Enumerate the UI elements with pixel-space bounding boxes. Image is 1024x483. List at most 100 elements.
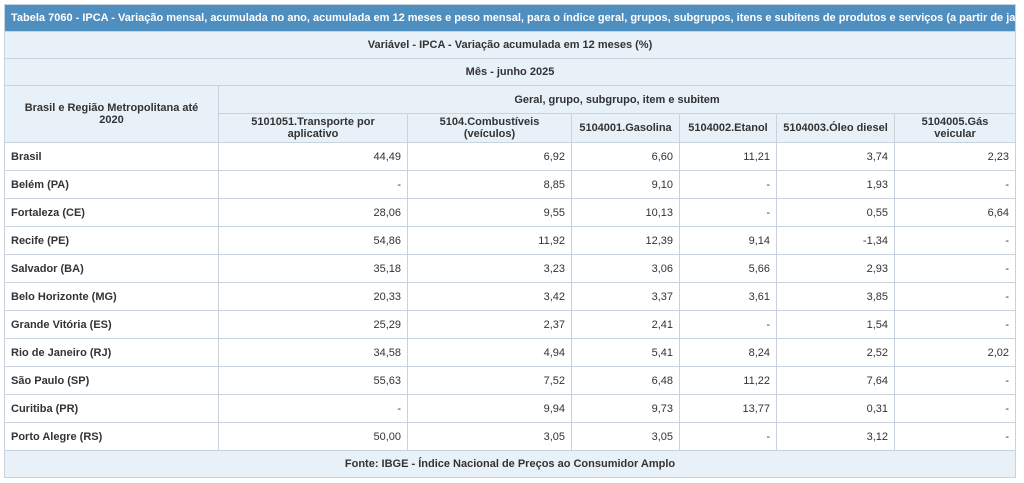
table-cell: -	[894, 282, 1016, 311]
row-label: Brasil	[4, 142, 219, 171]
table-cell: 2,23	[894, 142, 1016, 171]
row-label: Belo Horizonte (MG)	[4, 282, 219, 311]
column-header: 5104.Combustíveis (veículos)	[407, 113, 572, 143]
table-cell: -	[679, 170, 777, 199]
table-cell: 44,49	[218, 142, 408, 171]
table-cell: 11,92	[407, 226, 572, 255]
table-cell: 3,61	[679, 282, 777, 311]
table-cell: -	[894, 254, 1016, 283]
table-cell: 50,00	[218, 422, 408, 451]
table-cell: -	[679, 310, 777, 339]
ipca-table-container: Tabela 7060 - IPCA - Variação mensal, ac…	[4, 4, 1016, 478]
table-cell: 6,64	[894, 198, 1016, 227]
table-cell: -	[894, 310, 1016, 339]
table-cell: 3,23	[407, 254, 572, 283]
table-cell: 2,02	[894, 338, 1016, 367]
table-cell: 8,24	[679, 338, 777, 367]
table-row: Brasil 44,49 6,92 6,60 11,21 3,74 2,23	[4, 142, 1016, 171]
table-title: Tabela 7060 - IPCA - Variação mensal, ac…	[4, 4, 1016, 32]
row-label: Curitiba (PR)	[4, 394, 219, 423]
table-row: Porto Alegre (RS) 50,00 3,05 3,05-3,12-	[4, 422, 1016, 451]
table-cell: -	[894, 226, 1016, 255]
table-cell: -	[894, 170, 1016, 199]
table-cell: -	[894, 422, 1016, 451]
table-cell: 5,66	[679, 254, 777, 283]
row-header: Brasil e Região Metropolitana até 2020	[4, 85, 219, 143]
table-cell: 13,77	[679, 394, 777, 423]
table-row: Fortaleza (CE) 28,06 9,55 10,13-0,55 6,64	[4, 198, 1016, 227]
variable-label: Variável - IPCA - Variação acumulada em …	[4, 31, 1016, 59]
table-row: Curitiba (PR) -9,94 9,73 13,77 0,31-	[4, 394, 1016, 423]
table-row: Belém (PA) -8,85 9,10-1,93-	[4, 170, 1016, 199]
table-cell: 2,52	[776, 338, 895, 367]
source-note: Fonte: IBGE - Índice Nacional de Preços …	[4, 450, 1016, 478]
table-row: Rio de Janeiro (RJ) 34,58 4,94 5,41 8,24 2,52…	[4, 338, 1016, 367]
table-cell: -	[894, 366, 1016, 395]
table-cell: 10,13	[571, 198, 680, 227]
table-cell: 9,94	[407, 394, 572, 423]
ipca-table: Tabela 7060 - IPCA - Variação mensal, ac…	[4, 4, 1016, 478]
column-header: 5104001.Gasolina	[571, 113, 680, 143]
table-cell: 1,54	[776, 310, 895, 339]
table-cell: 2,93	[776, 254, 895, 283]
column-header: 5104002.Etanol	[679, 113, 777, 143]
table-cell: 8,85	[407, 170, 572, 199]
row-label: Grande Vitória (ES)	[4, 310, 219, 339]
table-row: Recife (PE) 54,86 11,92 12,39 9,14 -1,34-	[4, 226, 1016, 255]
group-header: Geral, grupo, subgrupo, item e subitem	[218, 85, 1016, 114]
column-header: 5104005.Gás veicular	[894, 113, 1016, 143]
row-label: Recife (PE)	[4, 226, 219, 255]
table-cell: 7,52	[407, 366, 572, 395]
column-header-row: 5101051.Transporte por aplicativo 5104.Co…	[5, 113, 1016, 143]
table-cell: 9,55	[407, 198, 572, 227]
table-cell: 34,58	[218, 338, 408, 367]
table-cell: -	[218, 170, 408, 199]
table-cell: 55,63	[218, 366, 408, 395]
table-cell: 54,86	[218, 226, 408, 255]
table-cell: 9,73	[571, 394, 680, 423]
table-cell: 3,85	[776, 282, 895, 311]
column-header: 5101051.Transporte por aplicativo	[218, 113, 408, 143]
table-cell: 3,37	[571, 282, 680, 311]
table-cell: 11,22	[679, 366, 777, 395]
table-cell: 3,74	[776, 142, 895, 171]
table-cell: 7,64	[776, 366, 895, 395]
row-label: Fortaleza (CE)	[4, 198, 219, 227]
table-cell: 12,39	[571, 226, 680, 255]
table-cell: 9,14	[679, 226, 777, 255]
table-cell: 0,55	[776, 198, 895, 227]
row-label: São Paulo (SP)	[4, 366, 219, 395]
table-cell: 2,41	[571, 310, 680, 339]
table-row: Salvador (BA) 35,18 3,23 3,06 5,66 2,93-	[4, 254, 1016, 283]
table-cell: 35,18	[218, 254, 408, 283]
table-cell: 3,05	[571, 422, 680, 451]
table-cell: 6,92	[407, 142, 572, 171]
table-cell: 5,41	[571, 338, 680, 367]
row-label: Rio de Janeiro (RJ)	[4, 338, 219, 367]
table-cell: 3,06	[571, 254, 680, 283]
table-row: Grande Vitória (ES) 25,29 2,37 2,41-1,54-	[4, 310, 1016, 339]
period-label: Mês - junho 2025	[4, 58, 1016, 86]
row-label: Salvador (BA)	[4, 254, 219, 283]
table-row: São Paulo (SP) 55,63 7,52 6,48 11,22 7,64-	[4, 366, 1016, 395]
table-cell: 0,31	[776, 394, 895, 423]
table-cell: -1,34	[776, 226, 895, 255]
table-cell: 3,12	[776, 422, 895, 451]
table-cell: 1,93	[776, 170, 895, 199]
table-cell: -	[679, 198, 777, 227]
table-cell: 20,33	[218, 282, 408, 311]
table-cell: 6,60	[571, 142, 680, 171]
table-cell: 25,29	[218, 310, 408, 339]
table-cell: -	[679, 422, 777, 451]
table-cell: 2,37	[407, 310, 572, 339]
column-header: 5104003.Óleo diesel	[776, 113, 895, 143]
row-label: Belém (PA)	[4, 170, 219, 199]
table-cell: 3,42	[407, 282, 572, 311]
table-cell: 9,10	[571, 170, 680, 199]
table-body: Brasil 44,49 6,92 6,60 11,21 3,74 2,23 Belém (P…	[4, 142, 1016, 451]
table-row: Belo Horizonte (MG) 20,33 3,42 3,37 3,61 3,85…	[4, 282, 1016, 311]
table-cell: 28,06	[218, 198, 408, 227]
table-cell: 3,05	[407, 422, 572, 451]
table-cell: 11,21	[679, 142, 777, 171]
table-cell: -	[218, 394, 408, 423]
